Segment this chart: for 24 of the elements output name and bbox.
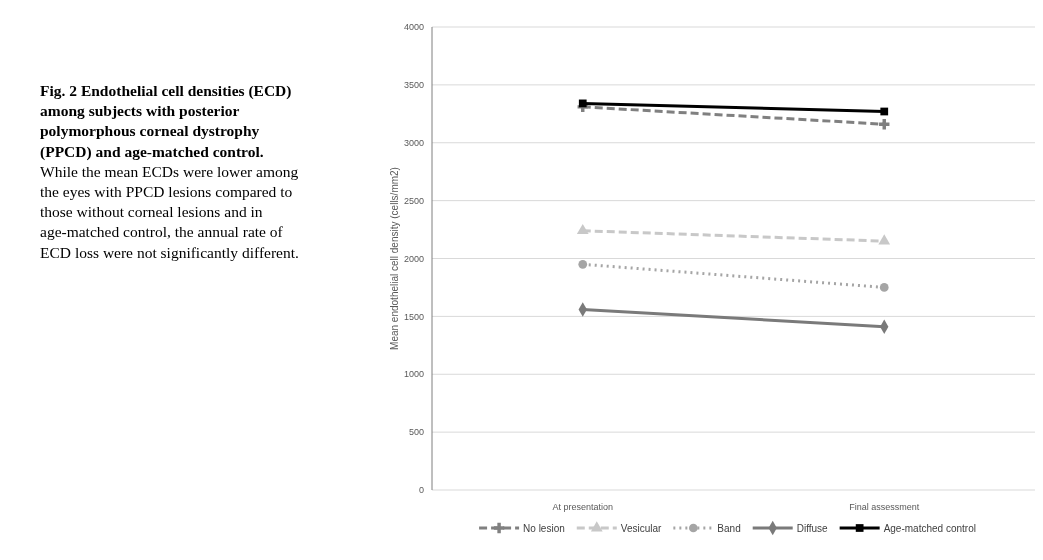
point xyxy=(880,107,889,116)
y-tick-label: 500 xyxy=(408,427,424,438)
point xyxy=(879,119,890,130)
y-tick-label: 3500 xyxy=(403,80,424,91)
y-tick-label: 4000 xyxy=(403,22,424,33)
x-tick-label: At presentation xyxy=(552,502,614,512)
text: While the mean ECDs were lower among the eyes with PPCD lesions compared to those without corneal lesions and in age-matched control, the annual rate of ECD loss were not significantly different. xyxy=(40,162,299,261)
legend-label: Diffuse xyxy=(796,522,829,534)
point xyxy=(578,99,587,108)
legend-label: No lesion xyxy=(523,522,565,534)
y-tick-label: 3000 xyxy=(403,137,424,148)
legend-label: Vesicular xyxy=(620,522,663,534)
legend-label: Age-matched control xyxy=(883,522,976,534)
y-tick-label: 0 xyxy=(418,485,424,496)
point xyxy=(879,283,889,292)
y-tick-label: 2000 xyxy=(403,253,424,264)
y-axis-title: Mean endothelial cell density (cells/mm2) xyxy=(389,167,400,350)
y-tick-label: 1500 xyxy=(403,311,424,322)
y-tick-label: 1000 xyxy=(403,369,424,380)
legend-label: Band xyxy=(717,522,741,534)
point xyxy=(578,259,588,269)
y-tick-label: 2500 xyxy=(403,195,424,206)
chart-title: Fig. 2 Endothelial cell densities (ECD) among subjects with posterior polymorphous corneal dystrophy (PPCD) and age-matched control. xyxy=(40,82,292,160)
x-tick-label: Final assessment xyxy=(849,502,920,512)
